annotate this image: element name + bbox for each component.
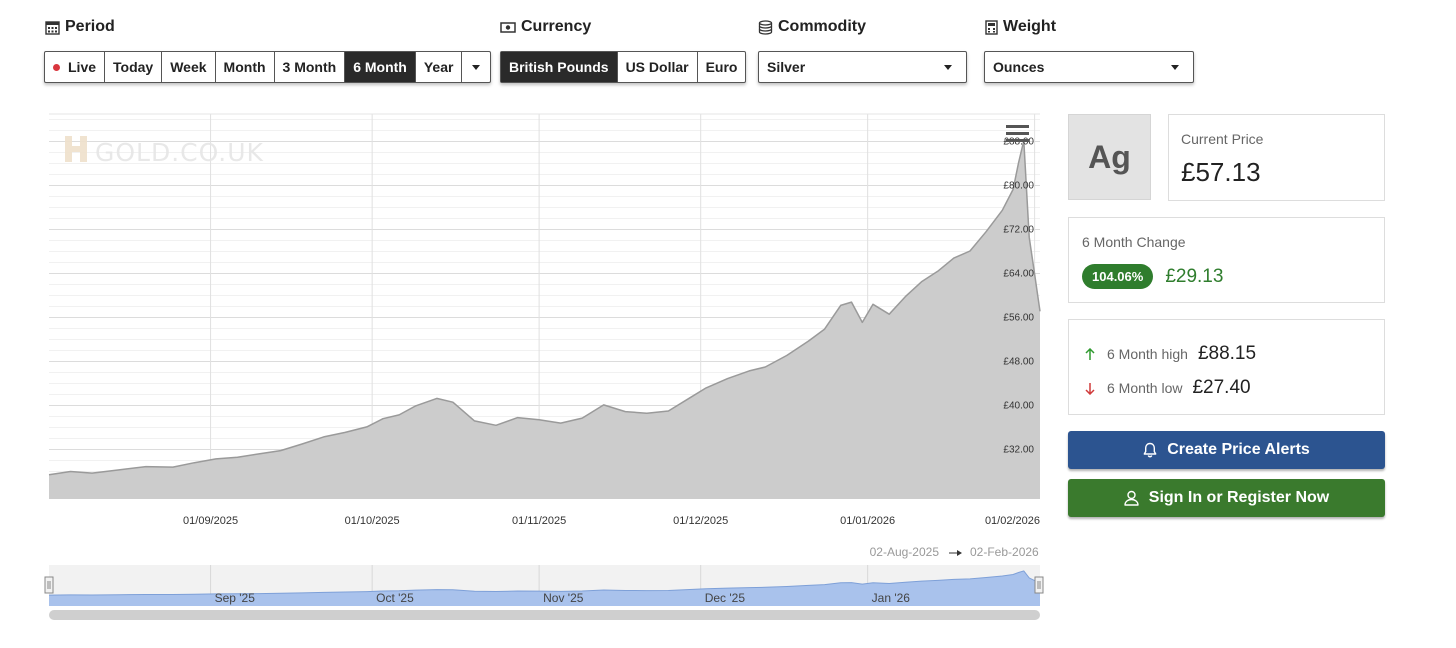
x-tick-label: 01/12/2025 [673,515,728,527]
change-label: 6 Month Change [1082,234,1186,250]
current-price-card: Current Price £57.13 [1168,114,1385,201]
banknote-icon [500,21,516,33]
navigator-left-handle[interactable] [44,576,54,594]
change-value: £29.13 [1165,265,1224,287]
user-icon [1124,490,1139,506]
y-tick-label: £48.00 [1003,357,1034,368]
hamburger-menu-icon [1006,125,1029,142]
svg-text:GOLD.CO.UK: GOLD.CO.UK [95,138,264,167]
period-today-button[interactable]: Today [105,52,163,82]
high-label: 6 Month high [1107,346,1188,362]
period-month-button[interactable]: Month [216,52,275,82]
period-week-button[interactable]: Week [162,52,216,82]
x-tick-label: 01/10/2025 [345,515,400,527]
sign-in-register-button[interactable]: Sign In or Register Now [1068,479,1385,517]
calendar-icon [45,20,60,35]
range-start-label: 02-Aug-2025 [870,545,940,559]
currency-label: Currency [521,18,592,35]
x-tick-label: 01/01/2026 [840,515,895,527]
watermark-logo: GOLD.CO.UK [65,136,264,167]
coin-stack-icon [758,19,773,35]
create-price-alerts-label: Create Price Alerts [1167,441,1310,458]
watermark-brand-suffix: .CO.UK [171,138,264,167]
y-tick-label: £72.00 [1003,225,1034,236]
high-value: £88.15 [1197,343,1257,364]
currency-gbp-button[interactable]: British Pounds [501,52,618,82]
navigator-label: Nov '25 [543,591,584,605]
low-row: 6 Month low £27.40 [1085,377,1251,399]
currency-heading: Currency [500,18,591,36]
commodity-label: Commodity [778,18,866,35]
weight-label: Weight [1003,18,1057,35]
y-tick-label: £40.00 [1003,401,1034,412]
navigator-label: Jan '26 [872,591,911,605]
price-chart: GOLD.CO.UK £32.00 £40.00 £48.00 £56.00 £64.0… [0,100,1060,640]
current-price-value: £57.13 [1181,157,1261,187]
navigator-labels: Sep '25 Oct '25 Nov '25 Dec '25 Jan '26 [215,591,911,605]
x-axis-ticks: 01/09/2025 01/10/2025 01/11/2025 01/12/2025… [183,515,1040,527]
arrow-up-icon [1085,347,1095,360]
currency-eur-button[interactable]: Euro [705,59,738,75]
commodity-select[interactable]: Silver [758,51,967,83]
watermark-brand-prefix: GOLD [95,138,171,167]
x-tick-label: 01/02/2026 [985,515,1040,527]
caret-down-icon [1171,64,1179,70]
currency-button-group: British Pounds US Dollar Euro [500,51,747,83]
range-arrow-icon [949,550,962,556]
period-label: Period [65,18,115,35]
range-end-label: 02-Feb-2026 [970,545,1039,559]
scale-icon [985,19,998,35]
period-button-group: Live Today Week Month 3 Month 6 Month Ye… [44,51,492,83]
y-tick-label: £80.00 [1003,181,1034,192]
navigator-right-handle[interactable] [1034,576,1044,594]
price-line [48,139,1041,476]
navigator-line [48,570,1041,596]
weight-select[interactable]: Ounces [984,51,1194,83]
x-tick-label: 01/11/2025 [512,515,566,527]
caret-down-icon [944,64,952,70]
high-low-card: 6 Month high £88.15 6 Month low £27.40 [1068,319,1385,415]
y-tick-label: £64.00 [1003,269,1034,280]
high-row: 6 Month high £88.15 [1085,343,1256,365]
price-chart-svg: GOLD.CO.UK £32.00 £40.00 £48.00 £56.00 £64.0… [44,113,1044,620]
navigator-label: Dec '25 [705,591,746,605]
period-year-button[interactable]: Year [416,52,463,82]
commodity-symbol: Ag [1068,114,1151,200]
commodity-heading: Commodity [758,18,866,36]
weight-heading: Weight [985,18,1056,36]
current-price-label: Current Price [1181,131,1264,147]
y-tick-label: £32.00 [1003,445,1034,456]
caret-down-icon [472,64,481,70]
period-more-dropdown[interactable] [462,52,490,82]
live-dot-icon [53,63,60,71]
sign-in-register-label: Sign In or Register Now [1148,489,1330,506]
y-tick-label: £56.00 [1003,313,1034,324]
bell-icon [1143,442,1157,458]
currency-usd-button[interactable]: US Dollar [618,52,698,82]
navigator-label: Sep '25 [215,591,256,605]
gold-bar-logo-icon [65,136,87,162]
period-6-month-button[interactable]: 6 Month [345,52,416,82]
period-heading: Period [45,18,115,36]
navigator-label: Oct '25 [376,591,414,605]
price-area [49,140,1040,499]
weight-value: Ounces [993,59,1045,75]
commodity-value: Silver [767,59,806,75]
horizontal-scrollbar[interactable] [49,610,1040,620]
low-label: 6 Month low [1107,380,1183,396]
low-value: £27.40 [1192,377,1251,398]
create-price-alerts-button[interactable]: Create Price Alerts [1068,431,1385,469]
change-card: 6 Month Change 104.06% £29.13 [1068,217,1385,303]
x-tick-label: 01/09/2025 [183,515,238,527]
period-3-month-button[interactable]: 3 Month [275,52,346,82]
change-percent-badge: 104.06% [1082,264,1154,289]
navigator-area [49,570,1040,606]
period-live-button[interactable]: Live [45,52,106,82]
chart-menu-button[interactable] [1006,125,1029,142]
arrow-down-icon [1085,382,1095,395]
